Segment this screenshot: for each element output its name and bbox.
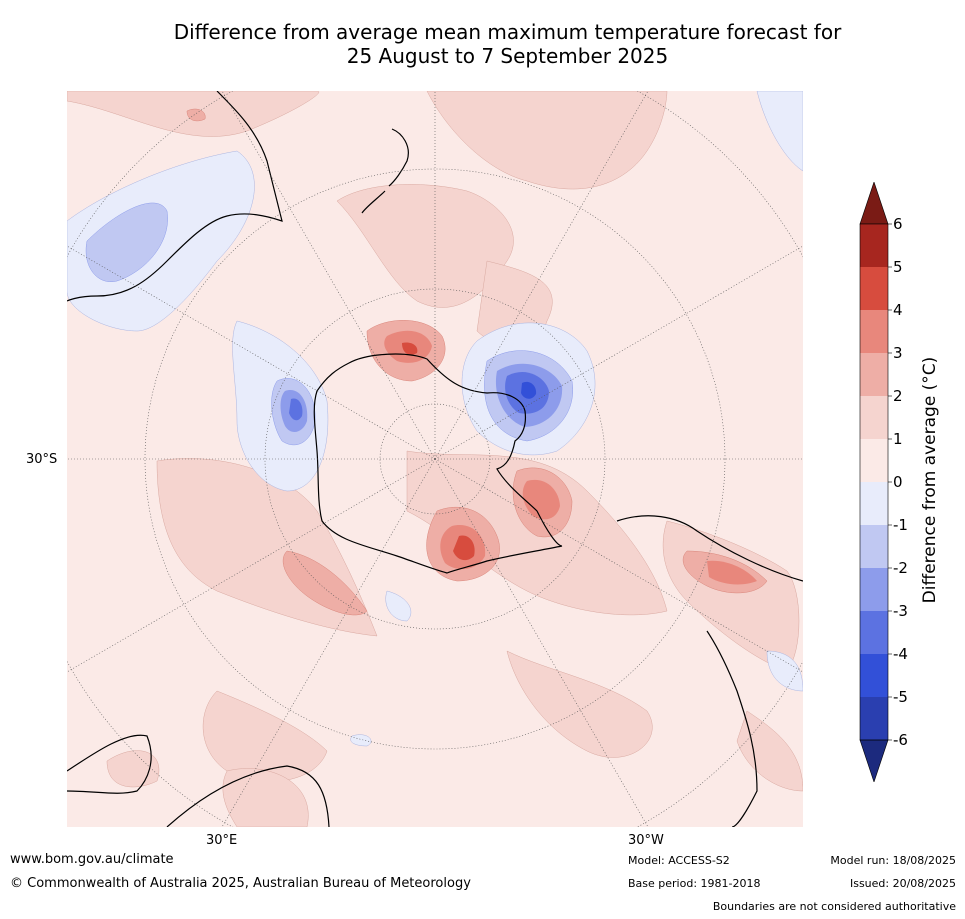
title-line-2: 25 August to 7 September 2025 — [346, 44, 669, 68]
lon-label-30e: 30°E — [206, 833, 238, 848]
cb-tick-label: 1 — [893, 430, 903, 448]
cb-m2-to-m1 — [860, 525, 888, 568]
anomaly-4-to-5-regions — [402, 342, 475, 561]
cb-2-to-3 — [860, 353, 888, 396]
map-title: Difference from average mean maximum tem… — [0, 20, 965, 68]
cb-4-to-5 — [860, 267, 888, 310]
lon-label-30w: 30°W — [628, 833, 664, 848]
antarctica-coastline — [313, 353, 563, 574]
website-link[interactable]: www.bom.gov.au/climate — [10, 852, 174, 867]
cb-3-to-4 — [860, 310, 888, 353]
cb-tick-label: 3 — [893, 344, 903, 362]
colorbar-title: Difference from average (°C) — [920, 356, 940, 604]
lat-label-30s: 30°S — [26, 452, 58, 467]
graticule — [67, 91, 803, 827]
cb-tick-label: -3 — [893, 602, 908, 620]
cb-above-6 — [859, 182, 889, 225]
copyright-text: © Commonwealth of Australia 2025, Austra… — [10, 876, 471, 891]
cb-m1-to-0 — [860, 482, 888, 525]
cb-0-to-1 — [860, 439, 888, 482]
disclaimer-text: Boundaries are not considered authoritat… — [712, 900, 956, 913]
issued-text: Issued: 20/08/2025 — [849, 877, 956, 890]
cb-tick-label: -1 — [893, 516, 908, 534]
cb-tick-label: 5 — [893, 258, 903, 276]
model-text: Model: ACCESS-S2 — [628, 854, 730, 867]
colorbar — [859, 182, 892, 782]
cb-tick-label: 0 — [893, 473, 903, 491]
australia-coastline — [67, 91, 283, 302]
cb-m4-to-m3 — [860, 611, 888, 654]
anomaly-m5-to-m4-regions — [521, 381, 537, 399]
cb-1-to-2 — [860, 396, 888, 439]
cb-tick-label: -4 — [893, 645, 908, 663]
cb-tick-label: 6 — [893, 215, 903, 233]
cb-5-to-6 — [860, 224, 888, 267]
cb-tick-label: 2 — [893, 387, 903, 405]
cb-tick-label: 4 — [893, 301, 903, 319]
cb-m5-to-m4 — [860, 654, 888, 697]
base-period-text: Base period: 1981-2018 — [628, 877, 761, 890]
cb-m3-to-m2 — [860, 568, 888, 611]
cb-below-m6 — [859, 739, 889, 782]
africa-coastline — [67, 734, 330, 827]
cb-tick-marks — [888, 223, 892, 741]
cb-tick-label: -6 — [893, 731, 908, 749]
map-panel — [67, 91, 803, 827]
cb-m6-to-m5 — [860, 697, 888, 740]
title-line-1: Difference from average mean maximum tem… — [173, 20, 842, 44]
cb-tick-label: -2 — [893, 559, 908, 577]
map-svg — [67, 91, 803, 827]
model-run-text: Model run: 18/08/2025 — [830, 854, 956, 867]
south-america-coastline — [616, 515, 803, 827]
anomaly-3-to-4-regions — [384, 330, 757, 585]
cb-tick-label: -5 — [893, 688, 908, 706]
new-zealand-coastline — [361, 128, 409, 214]
